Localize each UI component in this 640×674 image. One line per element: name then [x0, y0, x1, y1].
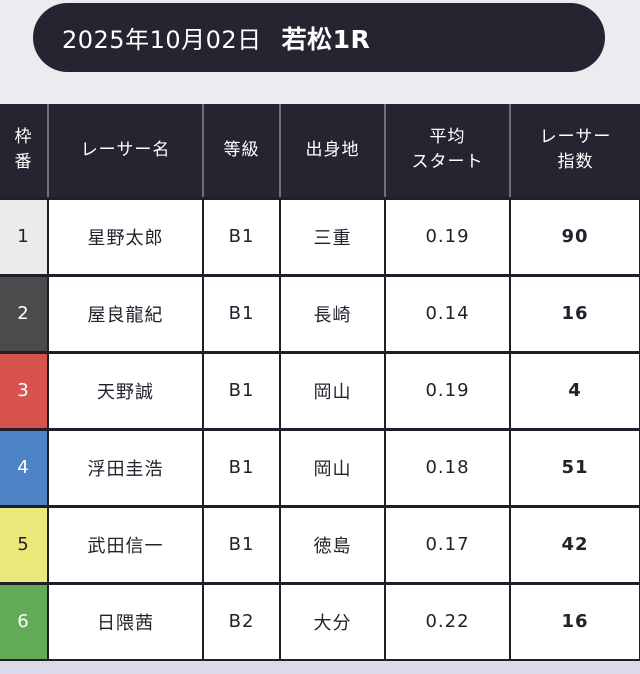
name-cell: 日隈茜	[47, 581, 204, 662]
origin-cell: 徳島	[279, 504, 386, 585]
index-cell: 4	[509, 350, 640, 431]
name-cell: 屋良龍紀	[47, 273, 204, 354]
footer-strip	[0, 661, 640, 674]
origin-cell: 長崎	[279, 273, 386, 354]
grade-cell: B2	[202, 581, 281, 662]
name-cell: 天野誠	[47, 350, 204, 431]
frame-cell: 5	[0, 504, 49, 585]
origin-cell: 岡山	[279, 427, 386, 508]
col-header-name: レーサー名	[48, 104, 204, 198]
avg-start-cell: 0.19	[384, 196, 511, 277]
name-cell: 浮田圭浩	[47, 427, 204, 508]
avg-start-cell: 0.19	[384, 350, 511, 431]
frame-cell: 3	[0, 350, 49, 431]
col-header-grade: 等級	[203, 104, 281, 198]
index-cell: 16	[509, 581, 640, 662]
avg-start-cell: 0.17	[384, 504, 511, 585]
frame-cell: 1	[0, 196, 49, 277]
race-title: 若松1R	[281, 24, 371, 54]
index-cell: 42	[509, 504, 640, 585]
index-cell: 16	[509, 273, 640, 354]
race-date: 2025年10月02日	[62, 26, 262, 54]
avg-start-cell: 0.22	[384, 581, 511, 662]
table-row: 1 星野太郎 B1 三重 0.19 90	[0, 196, 640, 277]
grade-cell: B1	[202, 273, 281, 354]
table-row: 5 武田信一 B1 徳島 0.17 42	[0, 504, 640, 585]
name-cell: 星野太郎	[47, 196, 204, 277]
table-row: 4 浮田圭浩 B1 岡山 0.18 51	[0, 427, 640, 508]
frame-cell: 4	[0, 427, 49, 508]
col-header-avg-start: 平均 スタート	[385, 104, 511, 198]
col-header-index: レーサー 指数	[510, 104, 640, 198]
table-row: 6 日隈茜 B2 大分 0.22 16	[0, 581, 640, 662]
grade-cell: B1	[202, 427, 281, 508]
table-row: 2 屋良龍紀 B1 長崎 0.14 16	[0, 273, 640, 354]
grade-cell: B1	[202, 350, 281, 431]
table-header-row: 枠 番 レーサー名 等級 出身地 平均 スタート レーサー 指数	[0, 104, 640, 198]
avg-start-cell: 0.18	[384, 427, 511, 508]
race-header-pill: 2025年10月02日 若松1R	[33, 3, 605, 72]
col-header-frame: 枠 番	[0, 104, 49, 198]
grade-cell: B1	[202, 196, 281, 277]
grade-cell: B1	[202, 504, 281, 585]
frame-cell: 2	[0, 273, 49, 354]
index-cell: 51	[509, 427, 640, 508]
col-header-origin: 出身地	[280, 104, 386, 198]
name-cell: 武田信一	[47, 504, 204, 585]
origin-cell: 大分	[279, 581, 386, 662]
index-cell: 90	[509, 196, 640, 277]
table-row: 3 天野誠 B1 岡山 0.19 4	[0, 350, 640, 431]
origin-cell: 岡山	[279, 350, 386, 431]
origin-cell: 三重	[279, 196, 386, 277]
avg-start-cell: 0.14	[384, 273, 511, 354]
racers-table: 枠 番 レーサー名 等級 出身地 平均 スタート レーサー 指数 1 星野太郎 …	[0, 104, 640, 662]
frame-cell: 6	[0, 581, 49, 662]
